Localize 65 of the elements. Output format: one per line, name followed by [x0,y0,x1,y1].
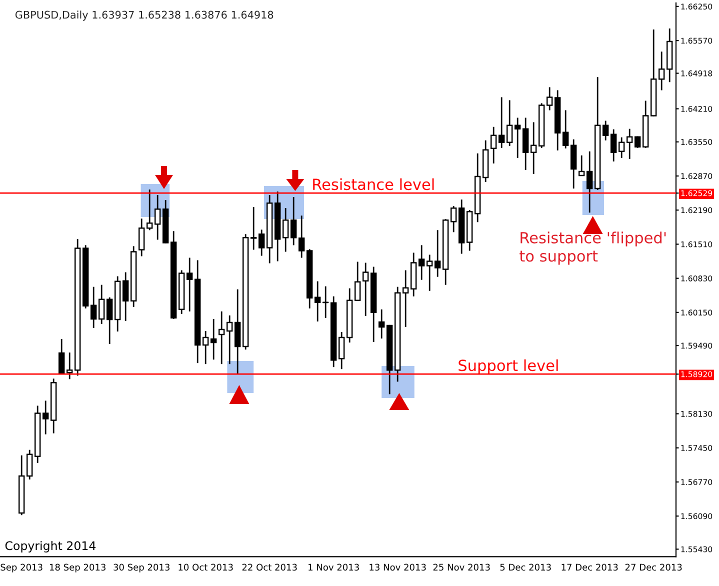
x-tick-label: Sep 2013 [0,564,42,572]
candlestick [90,286,97,329]
candlestick [626,128,633,160]
candlestick [434,229,441,278]
x-tick-label: 22 Oct 2013 [242,564,297,571]
x-tick-label: 30 Sep 2013 [114,564,170,572]
candlestick [154,194,161,240]
candlestick [378,308,385,340]
x-tick-label: 27 Dec 2013 [625,564,682,571]
x-tick-label: 18 Sep 2013 [50,564,106,572]
x-tick-label: 5 Dec 2013 [500,564,551,571]
candlestick [122,272,129,322]
candlestick [570,138,577,190]
candlestick [546,86,553,111]
annotation: Resistance 'flipped' to support [520,232,666,265]
candlestick [218,310,225,365]
annotation: Copyright 2014 [5,541,96,552]
candlestick [522,117,529,171]
ref-line-label: Resistance level [313,178,434,190]
candlestick [490,126,497,164]
candlestick [338,331,345,370]
candlestick [202,330,209,365]
candlestick [298,214,305,258]
candlestick [258,228,265,256]
candlestick [138,218,145,257]
candlestick [618,136,625,159]
candlestick [362,262,369,317]
candlestick [506,100,513,147]
x-tick-label: 13 Nov 2013 [370,564,426,571]
candlestick [226,314,233,365]
candlestick [418,244,425,281]
candlestick [514,117,521,159]
candlestick [250,206,257,250]
x-tick-label: 17 Dec 2013 [562,564,618,571]
candlestick [578,154,585,176]
candlestick [66,352,73,380]
candlestick [186,257,193,312]
candlestick [562,110,569,150]
candlestick [498,96,505,149]
candlestick [282,207,289,252]
candlestick [530,122,537,175]
candlestick [658,50,665,91]
x-tick-label: 10 Oct 2013 [178,564,233,571]
candlestick [602,120,609,142]
candlestick [450,205,457,233]
candlestick [634,136,641,149]
candlestick [42,400,49,436]
candlestick [290,196,297,246]
candlestick [354,261,361,302]
x-tick-label: 1 Nov 2013 [308,564,359,571]
candlestick [98,284,105,325]
candlestick [146,188,153,231]
candlestick [314,280,321,322]
candlestick [426,254,433,292]
text: GBPUSD,Daily 1.63937 1.65238 1.63876 1.64918 [15,10,274,21]
candlestick [106,296,113,345]
candlestick [402,270,409,328]
candlestick [58,338,65,374]
candlestick [586,150,593,214]
x-tick-label: 25 Nov 2013 [433,564,490,571]
candlestick [610,128,617,162]
candlestick [210,318,217,360]
ref-line-label: Support level [458,359,558,374]
candlestick [26,449,33,480]
candlestick [322,286,329,319]
